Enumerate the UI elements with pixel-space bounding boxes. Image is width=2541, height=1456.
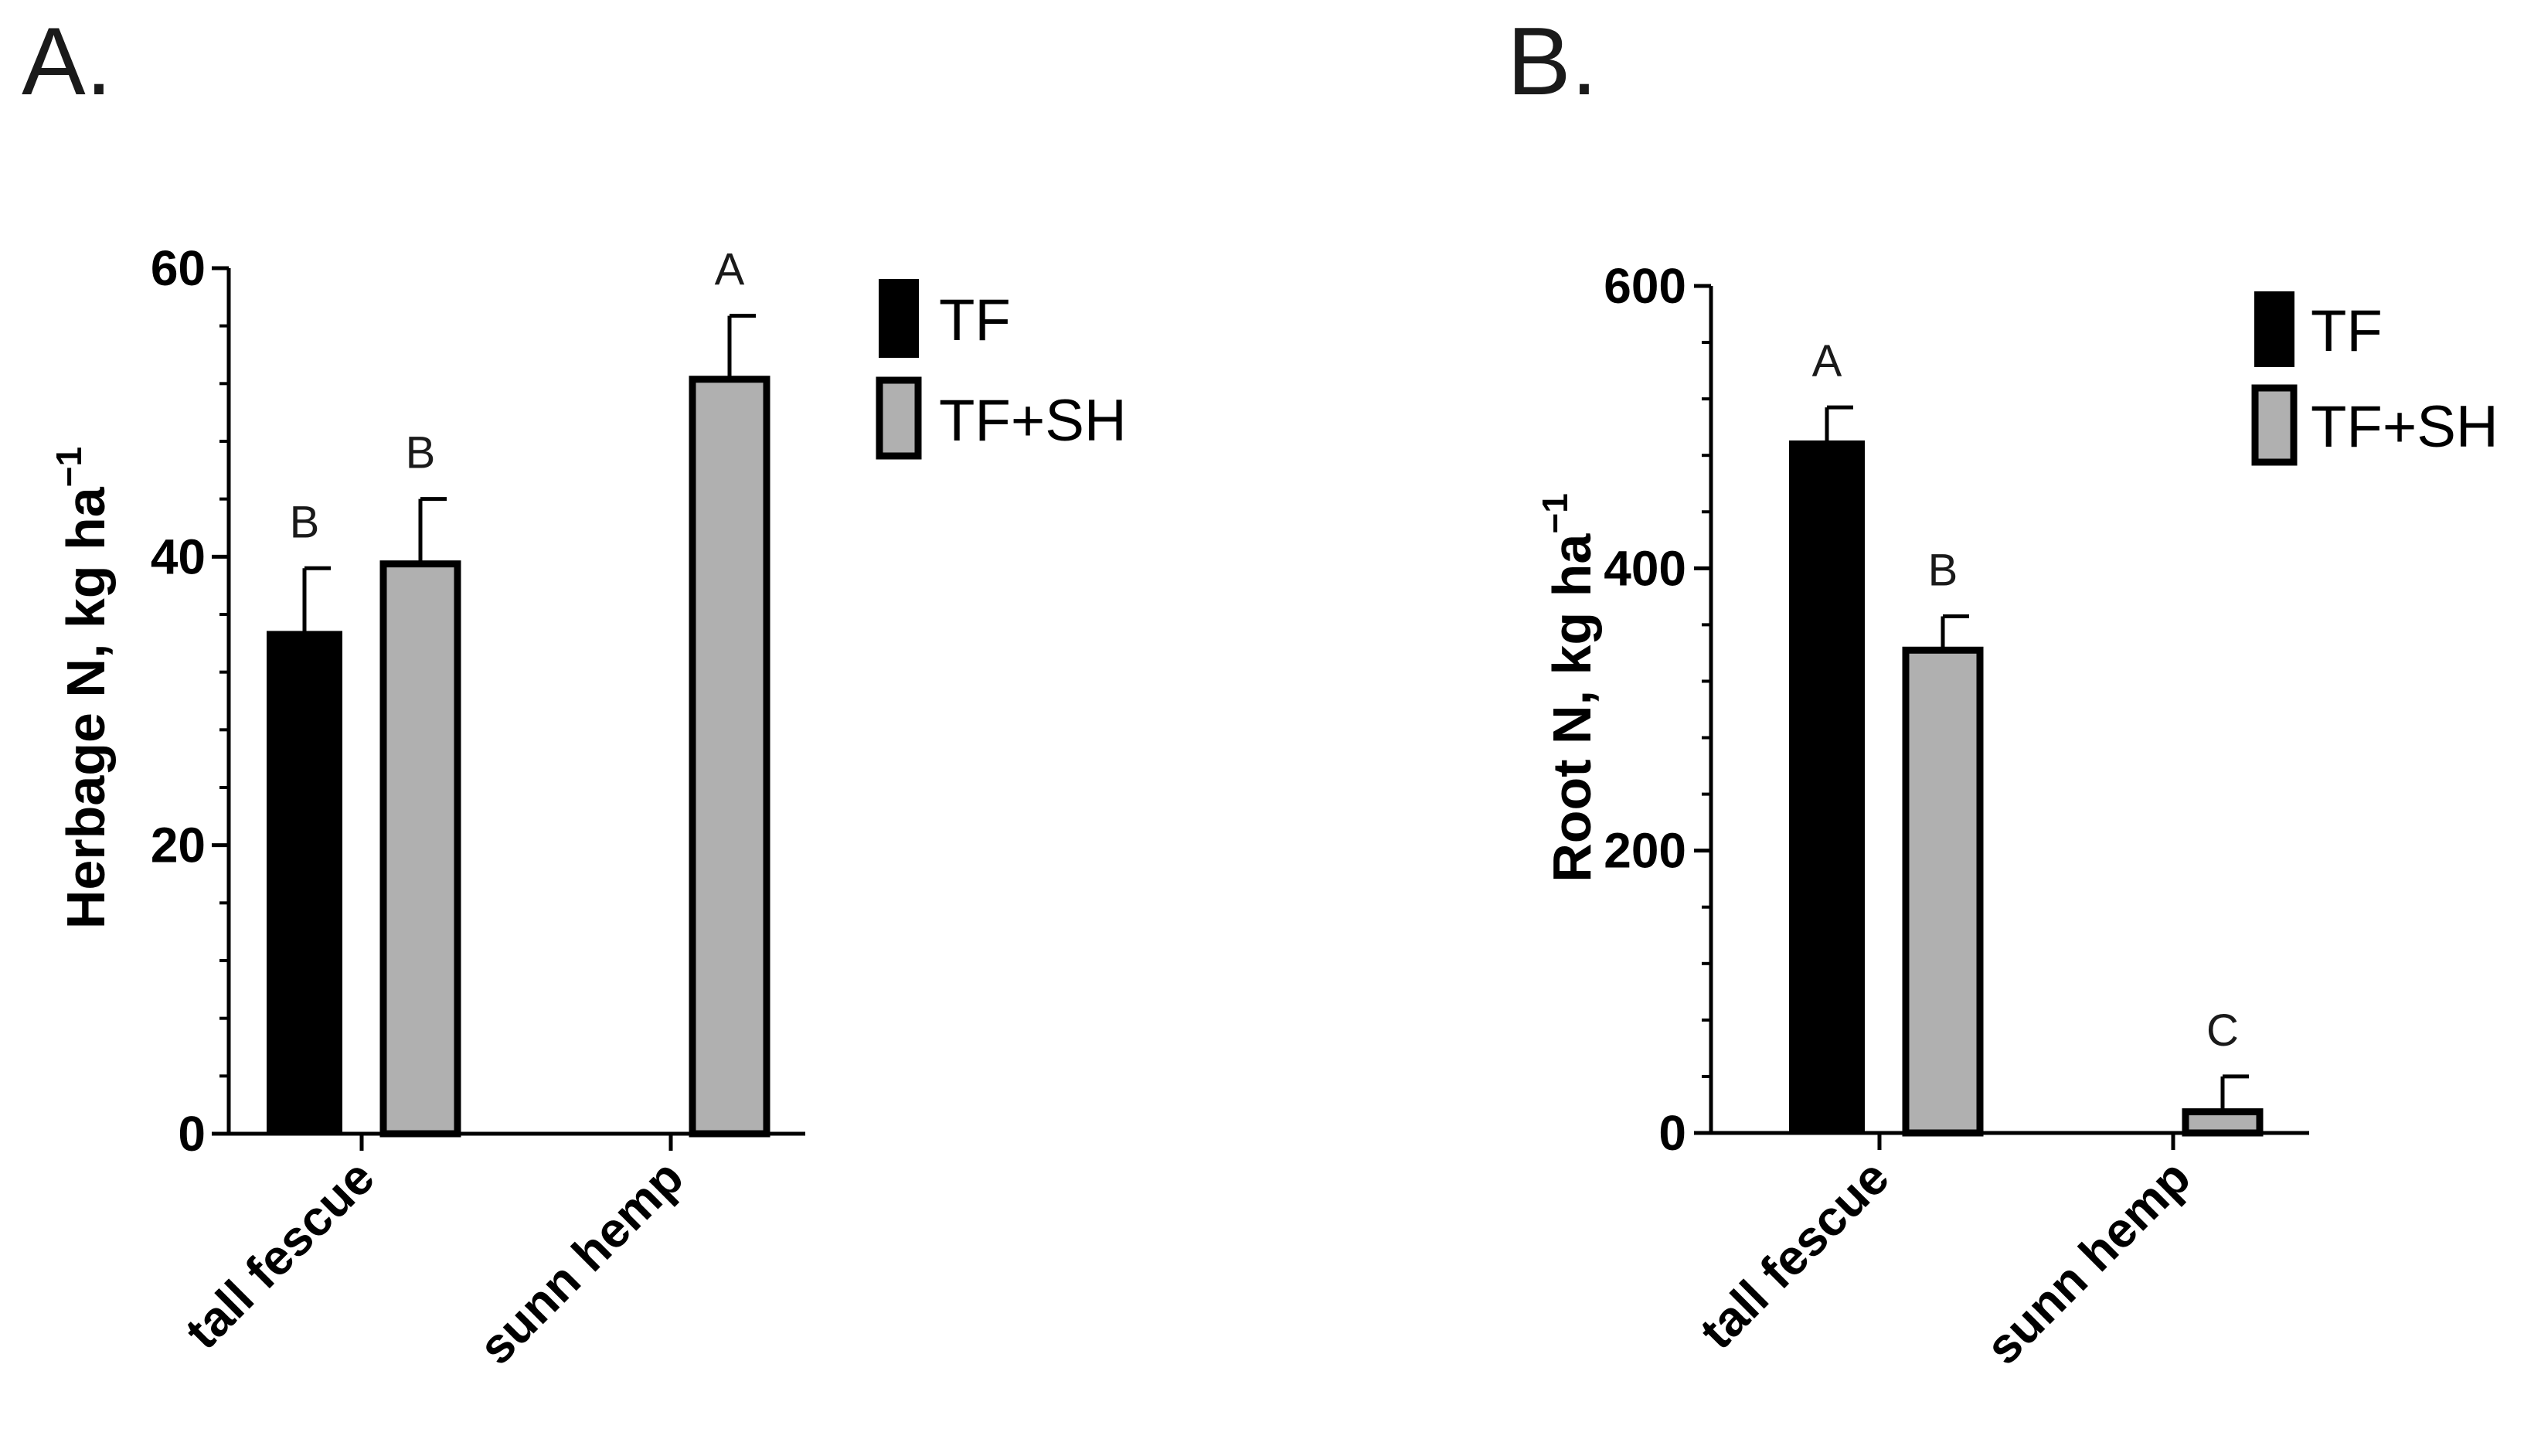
panel-b-bar-sunn-hemp-tf-sh bbox=[2182, 1108, 2264, 1137]
panel-a-bar-tall-fescue-tf-sh bbox=[379, 560, 461, 1138]
panel-a-y-axis-title: Herbage N, kg ha−1 bbox=[49, 447, 116, 929]
panel-b-category-label-tall-fescue: tall fescue bbox=[1689, 1149, 1900, 1359]
panel-b-y-axis-title-text: Root N, kg ha bbox=[1542, 533, 1602, 883]
panel-a-bars bbox=[267, 376, 770, 1138]
panel-a-legend-swatch-tf-sh bbox=[876, 376, 922, 460]
panel-b-legend-swatch-tf bbox=[2254, 291, 2294, 367]
panel-a-bar-tall-fescue-tf bbox=[267, 631, 342, 1135]
panel-a-category-label-sunn-hemp: sunn hemp bbox=[468, 1149, 694, 1375]
panel-a-legend-label-tf: TF bbox=[939, 287, 1011, 353]
panel-a-significance-letter: A bbox=[715, 245, 745, 295]
panel-a-category-label-tall-fescue: tall fescue bbox=[175, 1149, 385, 1359]
panel-a-y-tick-label: 0 bbox=[178, 1106, 206, 1162]
panel-a-y-tick-label: 20 bbox=[151, 818, 206, 873]
panel-a-y-tick-label: 60 bbox=[151, 240, 206, 296]
panel-b-significance-letter: A bbox=[1812, 336, 1842, 386]
panel-b-bar-tall-fescue-tf-sh bbox=[1902, 646, 1984, 1137]
panel-b-legend-swatch-tf-sh bbox=[2251, 384, 2298, 466]
panel-a: A. Herbage N, kg ha−1 0 20 40 60 B B A t… bbox=[22, 9, 1127, 1375]
panel-b-ticks bbox=[1694, 284, 2175, 1150]
panel-b-category-label-sunn-hemp: sunn hemp bbox=[1975, 1149, 2201, 1375]
panel-a-y-axis-title-superscript: −1 bbox=[49, 447, 89, 487]
panel-b-legend-label-tf: TF bbox=[2311, 298, 2383, 364]
panel-b-legend: TF TF+SH bbox=[2251, 291, 2498, 466]
panel-b-bar-tall-fescue-tf bbox=[1789, 440, 1865, 1134]
panel-a-error-bars bbox=[302, 314, 756, 632]
panel-a-significance-letter: B bbox=[290, 497, 320, 547]
panel-b-significance-letter: C bbox=[2206, 1005, 2239, 1056]
panel-a-y-tick-label: 40 bbox=[151, 529, 206, 584]
panel-a-legend: TF TF+SH bbox=[876, 279, 1127, 460]
panel-a-ticks bbox=[212, 266, 673, 1151]
panel-b: B. Root N, kg ha−1 0 200 400 600 A B C t… bbox=[1507, 9, 2498, 1375]
panel-b-y-tick-label: 600 bbox=[1604, 258, 1686, 314]
panel-b-letter: B. bbox=[1507, 9, 1597, 115]
panel-a-significance-letter: B bbox=[406, 428, 436, 478]
panel-b-y-axis-title: Root N, kg ha−1 bbox=[1535, 493, 1602, 883]
panel-b-y-tick-label: 200 bbox=[1604, 823, 1686, 879]
panel-b-error-bars bbox=[1825, 405, 2249, 1112]
panel-b-bars bbox=[1789, 440, 2264, 1137]
panel-b-y-axis-title-superscript: −1 bbox=[1535, 493, 1575, 533]
panel-b-y-tick-label: 400 bbox=[1604, 540, 1686, 596]
panel-a-legend-swatch-tf bbox=[879, 279, 919, 358]
panel-a-bar-sunn-hemp-tf-sh bbox=[689, 376, 770, 1138]
panel-a-legend-label-tf-sh: TF+SH bbox=[939, 388, 1127, 454]
panel-a-y-axis-title-text: Herbage N, kg ha bbox=[56, 486, 116, 929]
panel-b-y-tick-label: 0 bbox=[1658, 1105, 1686, 1161]
panel-a-letter: A. bbox=[22, 9, 112, 115]
panel-b-legend-label-tf-sh: TF+SH bbox=[2311, 394, 2498, 460]
panel-b-significance-letter: B bbox=[1928, 545, 1958, 595]
